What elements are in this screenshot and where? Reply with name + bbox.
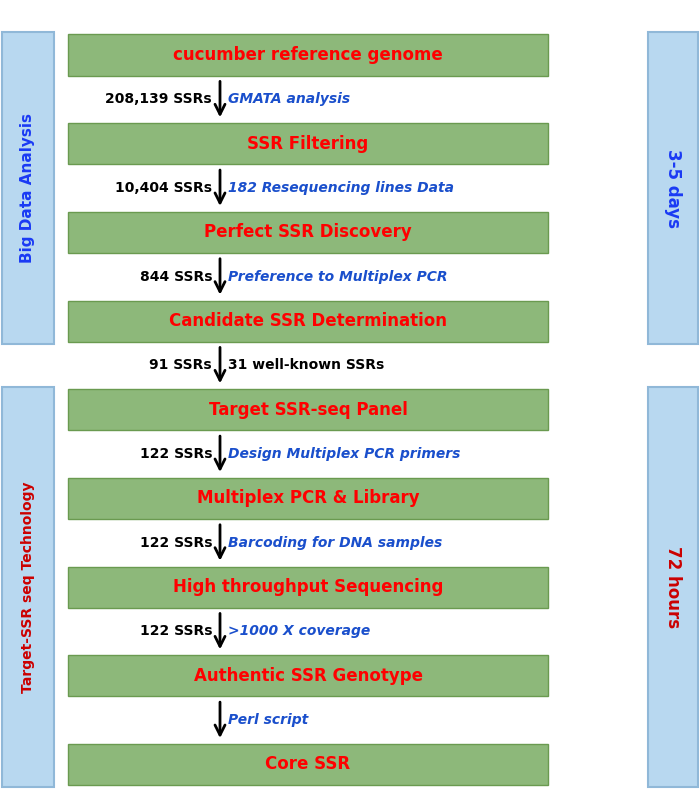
FancyBboxPatch shape [2, 33, 54, 344]
Text: 208,139 SSRs: 208,139 SSRs [106, 92, 212, 106]
Text: Candidate SSR Determination: Candidate SSR Determination [169, 312, 447, 330]
FancyBboxPatch shape [648, 387, 698, 787]
Text: cucumber reference genome: cucumber reference genome [173, 46, 443, 64]
Text: >1000 X coverage: >1000 X coverage [228, 625, 370, 638]
Text: Multiplex PCR & Library: Multiplex PCR & Library [197, 490, 419, 507]
Text: Core SSR: Core SSR [265, 755, 351, 774]
Text: 122 SSRs: 122 SSRs [139, 447, 212, 461]
Text: 3-5 days: 3-5 days [664, 149, 682, 227]
Text: 182 Resequencing lines Data: 182 Resequencing lines Data [228, 181, 454, 195]
FancyBboxPatch shape [68, 744, 548, 785]
Text: 122 SSRs: 122 SSRs [139, 536, 212, 550]
Text: High throughput Sequencing: High throughput Sequencing [173, 578, 443, 596]
FancyBboxPatch shape [68, 478, 548, 519]
Text: Perfect SSR Discovery: Perfect SSR Discovery [204, 223, 412, 242]
FancyBboxPatch shape [2, 387, 54, 787]
Text: 844 SSRs: 844 SSRs [139, 270, 212, 284]
Text: Target-SSR seq Technology: Target-SSR seq Technology [21, 482, 35, 693]
FancyBboxPatch shape [68, 566, 548, 608]
FancyBboxPatch shape [68, 301, 548, 342]
Text: 72 hours: 72 hours [664, 546, 682, 628]
Text: Big Data Analysis: Big Data Analysis [20, 113, 36, 263]
Text: GMATA analysis: GMATA analysis [228, 92, 350, 106]
Text: Design Multiplex PCR primers: Design Multiplex PCR primers [228, 447, 461, 461]
Text: 10,404 SSRs: 10,404 SSRs [115, 181, 212, 195]
Text: SSR Filtering: SSR Filtering [247, 134, 369, 153]
FancyBboxPatch shape [648, 33, 698, 344]
FancyBboxPatch shape [68, 34, 548, 75]
Text: Barcoding for DNA samples: Barcoding for DNA samples [228, 536, 442, 550]
Text: 91 SSRs: 91 SSRs [149, 358, 212, 372]
FancyBboxPatch shape [68, 212, 548, 253]
FancyBboxPatch shape [68, 389, 548, 430]
Text: Perl script: Perl script [228, 713, 308, 727]
Text: Target SSR-seq Panel: Target SSR-seq Panel [209, 401, 407, 418]
Text: Preference to Multiplex PCR: Preference to Multiplex PCR [228, 270, 447, 284]
FancyBboxPatch shape [68, 123, 548, 164]
Text: 31 well-known SSRs: 31 well-known SSRs [228, 358, 384, 372]
Text: 122 SSRs: 122 SSRs [139, 625, 212, 638]
FancyBboxPatch shape [68, 655, 548, 696]
Text: Authentic SSR Genotype: Authentic SSR Genotype [193, 666, 423, 685]
